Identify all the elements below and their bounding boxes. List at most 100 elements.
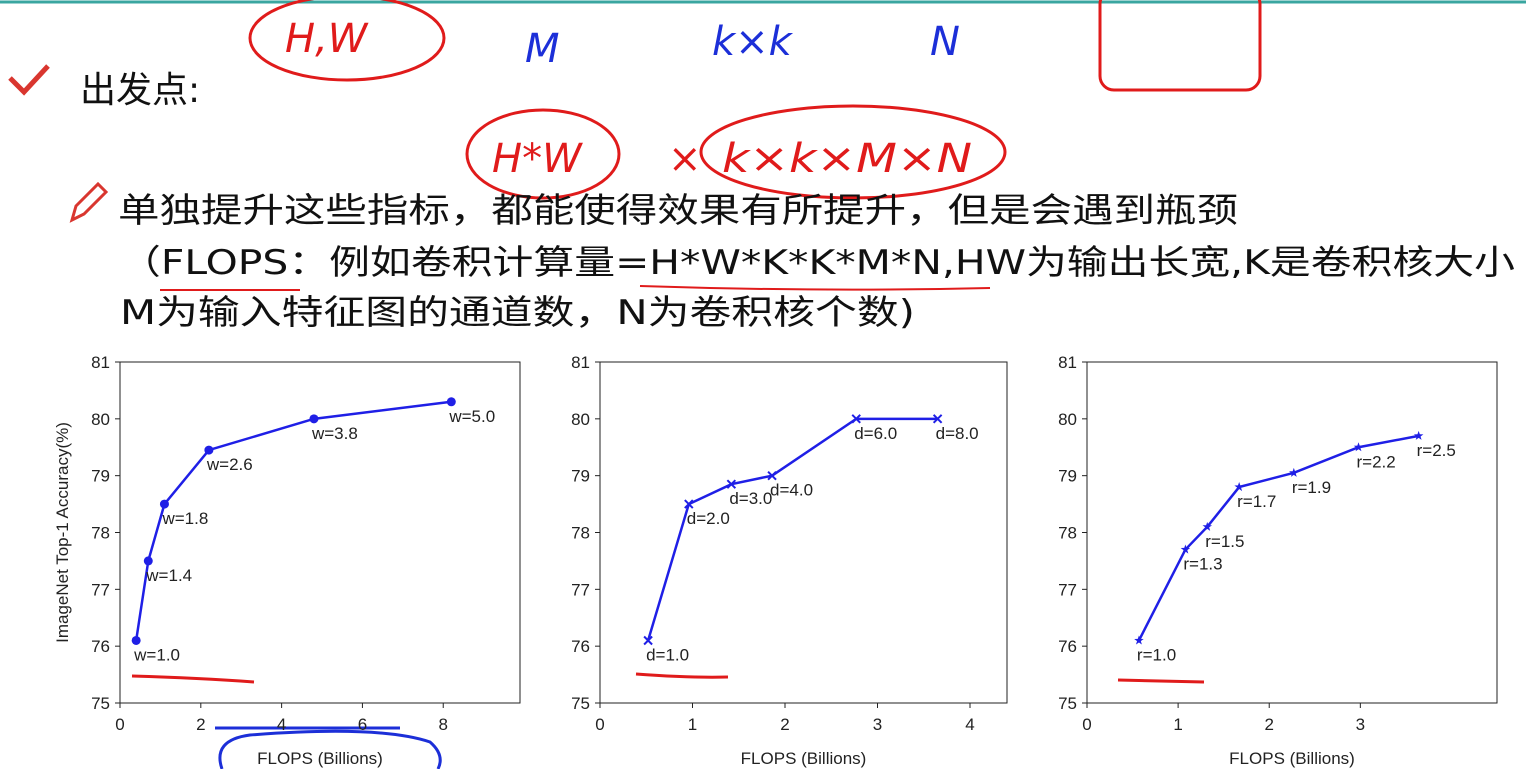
data-line xyxy=(134,400,452,641)
hand-ellipse xyxy=(465,108,621,200)
pencil-icon xyxy=(69,181,109,223)
y-tick-label: 77 xyxy=(91,580,110,599)
y-tick-label: 79 xyxy=(571,467,590,486)
marker xyxy=(643,635,653,646)
x-tick-label: 4 xyxy=(965,715,974,734)
x-tick-label: 3 xyxy=(1356,715,1365,734)
annotation: N xyxy=(930,19,960,65)
annotation: H,W xyxy=(285,16,369,62)
y-tick-label: 76 xyxy=(571,637,590,656)
marker xyxy=(851,414,861,424)
x-tick-label: 2 xyxy=(196,715,205,734)
x-tick-label: 8 xyxy=(438,715,447,734)
point-label: d=3.0 xyxy=(729,489,772,508)
y-tick-label: 76 xyxy=(91,637,110,656)
y-tick-label: 77 xyxy=(1058,580,1077,599)
x-tick-label: 3 xyxy=(873,715,882,734)
hand-ellipse xyxy=(248,0,446,82)
hand-underline xyxy=(1117,678,1205,684)
marker xyxy=(726,479,737,489)
check-icon xyxy=(8,64,50,96)
y-tick-label: 80 xyxy=(91,410,110,429)
marker xyxy=(684,499,694,509)
annotation: k×k×M×N xyxy=(722,136,972,182)
y-tick-label: 75 xyxy=(1058,694,1077,713)
x-axis-label: FLOPS (Billions) xyxy=(257,749,383,768)
y-tick-label: 76 xyxy=(1058,637,1077,656)
x-tick-label: 2 xyxy=(1264,715,1273,734)
hand-underline xyxy=(635,672,729,679)
point-label: w=1.8 xyxy=(161,509,208,528)
y-tick-label: 77 xyxy=(571,580,590,599)
marker xyxy=(1234,482,1244,492)
x-tick-label: 0 xyxy=(1082,715,1091,734)
marker xyxy=(767,470,777,481)
x-tick-label: 4 xyxy=(277,715,286,734)
point-label: w=3.8 xyxy=(311,424,358,443)
marker xyxy=(1353,442,1364,452)
point-label: d=8.0 xyxy=(936,424,979,443)
y-tick-label: 80 xyxy=(1058,410,1077,429)
x-tick-label: 0 xyxy=(595,715,604,734)
marker xyxy=(131,635,141,645)
point-label: w=1.4 xyxy=(145,566,192,585)
marker xyxy=(143,556,153,566)
x-tick-label: 6 xyxy=(358,715,367,734)
point-label: r=1.3 xyxy=(1183,555,1222,574)
annotation: M xyxy=(525,26,560,72)
marker xyxy=(1289,467,1299,477)
y-tick-label: 80 xyxy=(571,410,590,429)
marker xyxy=(1202,521,1213,531)
marker xyxy=(204,445,214,455)
x-tick-label: 2 xyxy=(780,715,789,734)
heading: 出发点: xyxy=(80,70,200,111)
bullet-text: （FLOPS：例如卷积计算量=H*W*K*K*M*N,HW为输出长宽,K是卷积核… xyxy=(120,243,1515,283)
bullet-text: 单独提升这些指标，都能使得效果有所提升，但是会遇到瓶颈 xyxy=(118,191,1238,231)
y-tick-label: 78 xyxy=(571,524,590,543)
y-tick-label: 81 xyxy=(91,353,110,372)
marker xyxy=(309,414,319,424)
y-tick-label: 75 xyxy=(571,694,590,713)
point-label: r=2.5 xyxy=(1417,441,1456,460)
point-label: r=1.0 xyxy=(1137,645,1176,664)
data-line xyxy=(646,417,938,641)
hand-underline xyxy=(131,674,255,684)
point-label: r=1.9 xyxy=(1292,478,1331,497)
y-tick-label: 81 xyxy=(1058,353,1077,372)
y-tick-label: 81 xyxy=(571,353,590,372)
point-label: w=5.0 xyxy=(448,407,495,426)
bullet-text: M为输入特征图的通道数，N为卷积核个数) xyxy=(120,293,915,333)
marker xyxy=(1180,544,1191,554)
y-tick-label: 75 xyxy=(91,694,110,713)
point-label: r=2.2 xyxy=(1357,452,1396,471)
point-label: r=1.7 xyxy=(1237,492,1276,511)
y-tick-label: 78 xyxy=(91,524,110,543)
x-axis-label: FLOPS (Billions) xyxy=(741,749,867,768)
marker xyxy=(932,414,943,424)
x-tick-label: 1 xyxy=(688,715,697,734)
point-label: r=1.5 xyxy=(1205,532,1244,551)
hand-box xyxy=(1098,0,1262,92)
y-tick-label: 78 xyxy=(1058,524,1077,543)
marker xyxy=(1134,635,1144,645)
y-axis-label: ImageNet Top-1 Accuracy(%) xyxy=(53,422,72,643)
point-label: d=2.0 xyxy=(687,509,730,528)
annotation: k×k xyxy=(712,19,794,65)
y-tick-label: 79 xyxy=(1058,467,1077,486)
hand-ellipse xyxy=(699,104,1007,200)
hand-underline xyxy=(639,285,991,291)
marker xyxy=(159,499,169,509)
x-axis-label: FLOPS (Billions) xyxy=(1229,749,1355,768)
point-label: d=1.0 xyxy=(646,645,689,664)
point-label: d=4.0 xyxy=(770,481,813,500)
marker xyxy=(1413,430,1424,440)
point-label: d=6.0 xyxy=(854,424,897,443)
y-tick-label: 79 xyxy=(91,467,110,486)
x-tick-label: 0 xyxy=(115,715,124,734)
marker xyxy=(446,397,456,407)
point-label: w=2.6 xyxy=(206,455,253,474)
x-tick-label: 1 xyxy=(1173,715,1182,734)
annotation: H*W xyxy=(492,136,583,182)
